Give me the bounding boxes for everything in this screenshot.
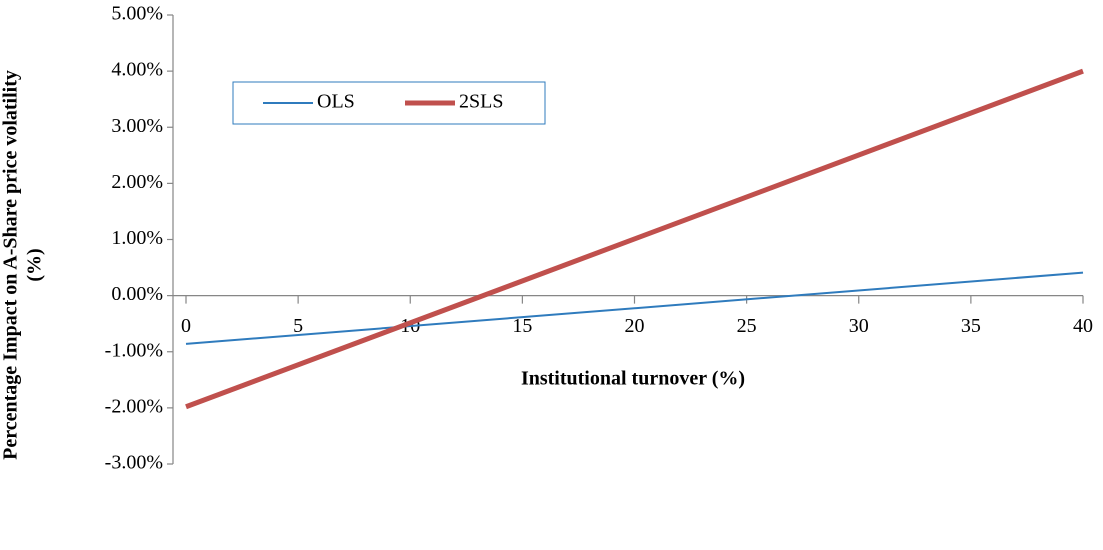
x-tick-label: 25	[737, 315, 757, 337]
y-tick-label: 1.00%	[111, 227, 163, 249]
series-line	[185, 271, 1084, 345]
y-tick-label: 0.00%	[111, 283, 163, 305]
x-tick-label: 30	[849, 315, 869, 337]
y-tick-label: 4.00%	[111, 59, 163, 81]
x-tick-label: 40	[1073, 315, 1093, 337]
y-axis-title-line: Percentage Impact on A-Share price volat…	[0, 70, 22, 460]
y-axis-title-line: (%)	[24, 248, 46, 281]
y-tick-label: -3.00%	[105, 452, 163, 474]
y-tick-label: 5.00%	[111, 3, 163, 25]
legend-label: 2SLS	[459, 91, 503, 113]
x-tick-label: 5	[293, 315, 303, 337]
y-axis-title: Percentage Impact on A-Share price volat…	[0, 70, 46, 460]
legend-label: OLS	[317, 91, 355, 113]
y-tick-label: 2.00%	[111, 171, 163, 193]
x-tick-label: 35	[961, 315, 981, 337]
y-tick-label: -1.00%	[105, 339, 163, 361]
series-line	[185, 68, 1084, 410]
y-tick-label: -2.00%	[105, 395, 163, 417]
x-tick-label: 20	[625, 315, 645, 337]
x-axis-title: Institutional turnover (%)	[521, 368, 745, 390]
y-tick-label: 3.00%	[111, 115, 163, 137]
x-tick-label: 0	[181, 315, 191, 337]
x-tick-label: 15	[512, 315, 532, 337]
